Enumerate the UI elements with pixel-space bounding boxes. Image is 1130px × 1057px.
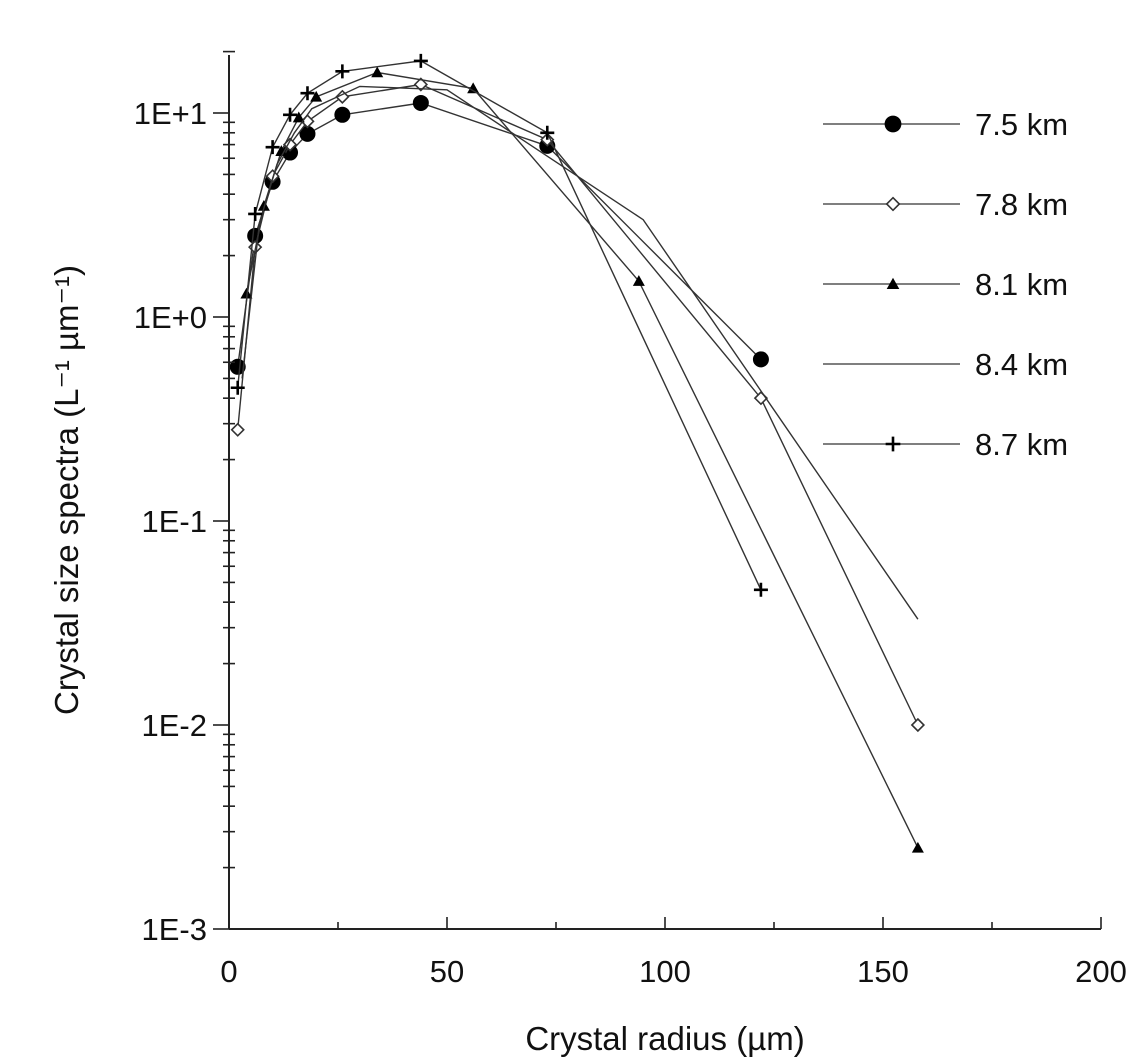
series-4-point-6 (413, 53, 428, 68)
series-line-1 (237, 83, 919, 726)
y-axis-title: Crystal size spectra (L⁻¹ µm⁻¹) (48, 265, 85, 715)
series-3 (241, 85, 919, 620)
series-0 (229, 94, 769, 375)
series-1-point-9 (910, 717, 926, 733)
series-2-point-6 (467, 82, 480, 94)
series-4-point-2 (265, 140, 280, 155)
legend: 7.5 km 7.8 km 8.1 km 8.4 km 8.7 km (823, 107, 1068, 462)
legend-label-3: 8.4 km (975, 347, 1068, 382)
series-4-point-5 (335, 64, 350, 79)
series-line-2 (245, 71, 919, 849)
y-tick-label-4: 1E+1 (134, 96, 207, 131)
series-0-point-4 (299, 125, 316, 142)
legend-label-1: 7.8 km (975, 187, 1068, 222)
series-2-point-3 (292, 111, 305, 123)
series-line-0 (237, 102, 762, 367)
x-tick-label-3: 150 (857, 954, 909, 989)
series-2-point-4 (310, 90, 323, 102)
x-axis-title: Crystal radius (µm) (525, 1020, 804, 1057)
x-tick-label-1: 50 (430, 954, 464, 989)
series-0-point-5 (334, 106, 351, 123)
series-2-point-1 (257, 200, 270, 211)
series-4-point-8 (753, 582, 768, 597)
series-2 (240, 66, 924, 853)
y-tick-label-3: 1E+0 (134, 300, 207, 335)
y-tick-label-1: 1E-2 (142, 708, 207, 743)
series-4-point-3 (283, 107, 298, 122)
series-layer (229, 53, 926, 853)
series-0-point-8 (752, 351, 769, 368)
axes-layer (228, 55, 1101, 930)
x-tick-label-2: 100 (639, 954, 691, 989)
series-4-point-4 (300, 86, 315, 101)
series-4-point-0 (230, 380, 245, 395)
series-0-point-6 (412, 94, 429, 111)
legend-marker-0 (884, 115, 902, 133)
series-2-point-0 (240, 287, 253, 299)
series-2-point-8 (911, 841, 924, 853)
series-line-4 (237, 60, 762, 591)
series-2-point-2 (275, 145, 288, 156)
y-tick-label-2: 1E-1 (142, 504, 207, 539)
legend-label-2: 8.1 km (975, 267, 1068, 302)
x-tick-label-0: 0 (220, 954, 237, 989)
series-4-point-1 (248, 206, 263, 221)
series-4-point-7 (540, 125, 555, 140)
series-2-point-7 (632, 275, 645, 286)
series-line-3 (241, 85, 919, 620)
series-4 (230, 53, 768, 597)
legend-label-4: 8.7 km (975, 427, 1068, 462)
legend-marker-4 (885, 436, 901, 452)
y-tick-label-0: 1E-3 (142, 912, 207, 947)
series-1-point-2 (265, 169, 280, 184)
legend-marker-1 (885, 196, 901, 212)
legend-label-0: 7.5 km (975, 107, 1068, 142)
series-2-point-5 (371, 66, 384, 78)
series-1-point-6 (413, 77, 428, 92)
ticks-layer (213, 50, 1102, 930)
legend-marker-2 (886, 277, 900, 290)
x-tick-label-4: 200 (1075, 954, 1127, 989)
tick-labels-layer: 0 50 100 150 200 1E-3 1E-2 1E-1 1E+0 1E+1 (134, 96, 1127, 989)
series-1-point-0 (230, 422, 245, 437)
